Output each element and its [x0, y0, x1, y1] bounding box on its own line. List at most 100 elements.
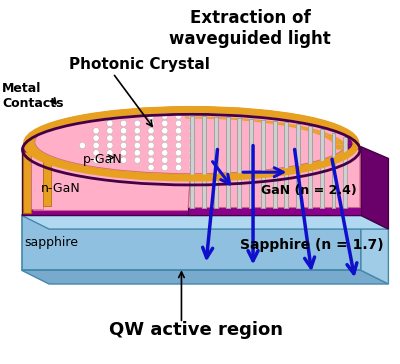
Polygon shape [342, 147, 348, 150]
Circle shape [134, 150, 140, 156]
Polygon shape [361, 215, 388, 284]
Polygon shape [334, 139, 344, 142]
Circle shape [162, 142, 168, 149]
FancyBboxPatch shape [226, 117, 230, 207]
Circle shape [148, 135, 154, 141]
Circle shape [134, 142, 140, 149]
Circle shape [189, 128, 195, 134]
Polygon shape [274, 123, 287, 126]
FancyBboxPatch shape [190, 116, 194, 207]
Circle shape [148, 120, 154, 127]
FancyBboxPatch shape [237, 118, 241, 207]
Polygon shape [283, 125, 296, 127]
Circle shape [189, 120, 195, 127]
FancyBboxPatch shape [237, 118, 241, 207]
Polygon shape [277, 122, 290, 125]
Circle shape [175, 150, 182, 156]
Circle shape [189, 157, 195, 163]
Polygon shape [330, 133, 346, 137]
Polygon shape [304, 128, 317, 130]
Polygon shape [334, 145, 342, 147]
Circle shape [189, 165, 195, 171]
Polygon shape [340, 138, 355, 142]
Polygon shape [258, 118, 276, 122]
Polygon shape [270, 119, 287, 124]
FancyBboxPatch shape [214, 117, 218, 207]
Polygon shape [43, 161, 51, 206]
Text: Sapphire (n = 1.7): Sapphire (n = 1.7) [240, 238, 384, 252]
Polygon shape [338, 142, 346, 145]
Polygon shape [344, 141, 358, 145]
FancyBboxPatch shape [320, 130, 324, 207]
Polygon shape [22, 215, 388, 229]
Polygon shape [197, 118, 210, 119]
Circle shape [134, 128, 140, 134]
Polygon shape [254, 120, 267, 123]
Circle shape [93, 135, 99, 141]
Polygon shape [264, 122, 277, 124]
Polygon shape [309, 126, 326, 131]
Circle shape [134, 120, 140, 127]
Polygon shape [198, 114, 212, 118]
Circle shape [189, 142, 195, 149]
Polygon shape [223, 115, 238, 119]
Circle shape [162, 165, 168, 171]
Polygon shape [209, 118, 222, 119]
Circle shape [93, 157, 99, 163]
FancyBboxPatch shape [320, 129, 324, 207]
Polygon shape [280, 120, 298, 125]
Text: Metal
Contacts: Metal Contacts [2, 82, 64, 110]
Polygon shape [314, 132, 325, 135]
Polygon shape [332, 142, 340, 145]
Ellipse shape [26, 107, 356, 176]
Polygon shape [210, 117, 223, 118]
Polygon shape [256, 120, 270, 122]
Polygon shape [22, 270, 388, 284]
Polygon shape [188, 206, 361, 215]
Text: Photonic Crystal: Photonic Crystal [69, 57, 210, 72]
FancyBboxPatch shape [202, 116, 206, 207]
Ellipse shape [34, 110, 348, 173]
FancyBboxPatch shape [214, 116, 218, 207]
Circle shape [148, 150, 154, 156]
Circle shape [162, 135, 168, 141]
Circle shape [162, 150, 168, 156]
Circle shape [107, 120, 113, 127]
Circle shape [148, 142, 154, 149]
Circle shape [134, 157, 140, 163]
Polygon shape [329, 139, 338, 142]
Polygon shape [22, 147, 361, 215]
Text: n-GaN: n-GaN [41, 182, 81, 195]
Polygon shape [290, 122, 308, 127]
FancyBboxPatch shape [273, 121, 276, 207]
Polygon shape [233, 118, 247, 120]
Circle shape [175, 113, 182, 119]
Polygon shape [188, 114, 360, 207]
Circle shape [107, 135, 113, 141]
Circle shape [162, 113, 168, 119]
Circle shape [107, 128, 113, 134]
Polygon shape [320, 135, 330, 138]
FancyBboxPatch shape [308, 127, 312, 207]
Circle shape [120, 150, 127, 156]
Polygon shape [340, 144, 348, 147]
Polygon shape [24, 161, 31, 199]
Polygon shape [188, 114, 360, 207]
Circle shape [120, 157, 127, 163]
Text: p-GaN: p-GaN [83, 153, 123, 166]
Polygon shape [184, 114, 198, 118]
Polygon shape [317, 128, 334, 133]
Circle shape [93, 128, 99, 134]
FancyBboxPatch shape [261, 120, 265, 207]
FancyBboxPatch shape [249, 119, 253, 207]
Circle shape [175, 165, 182, 171]
Polygon shape [336, 147, 342, 150]
Circle shape [162, 157, 168, 163]
Polygon shape [33, 161, 349, 210]
FancyBboxPatch shape [190, 116, 194, 207]
Circle shape [175, 120, 182, 127]
Polygon shape [348, 147, 360, 150]
Polygon shape [296, 126, 309, 128]
Text: Extraction of
waveguided light: Extraction of waveguided light [169, 9, 331, 48]
Circle shape [175, 135, 182, 141]
